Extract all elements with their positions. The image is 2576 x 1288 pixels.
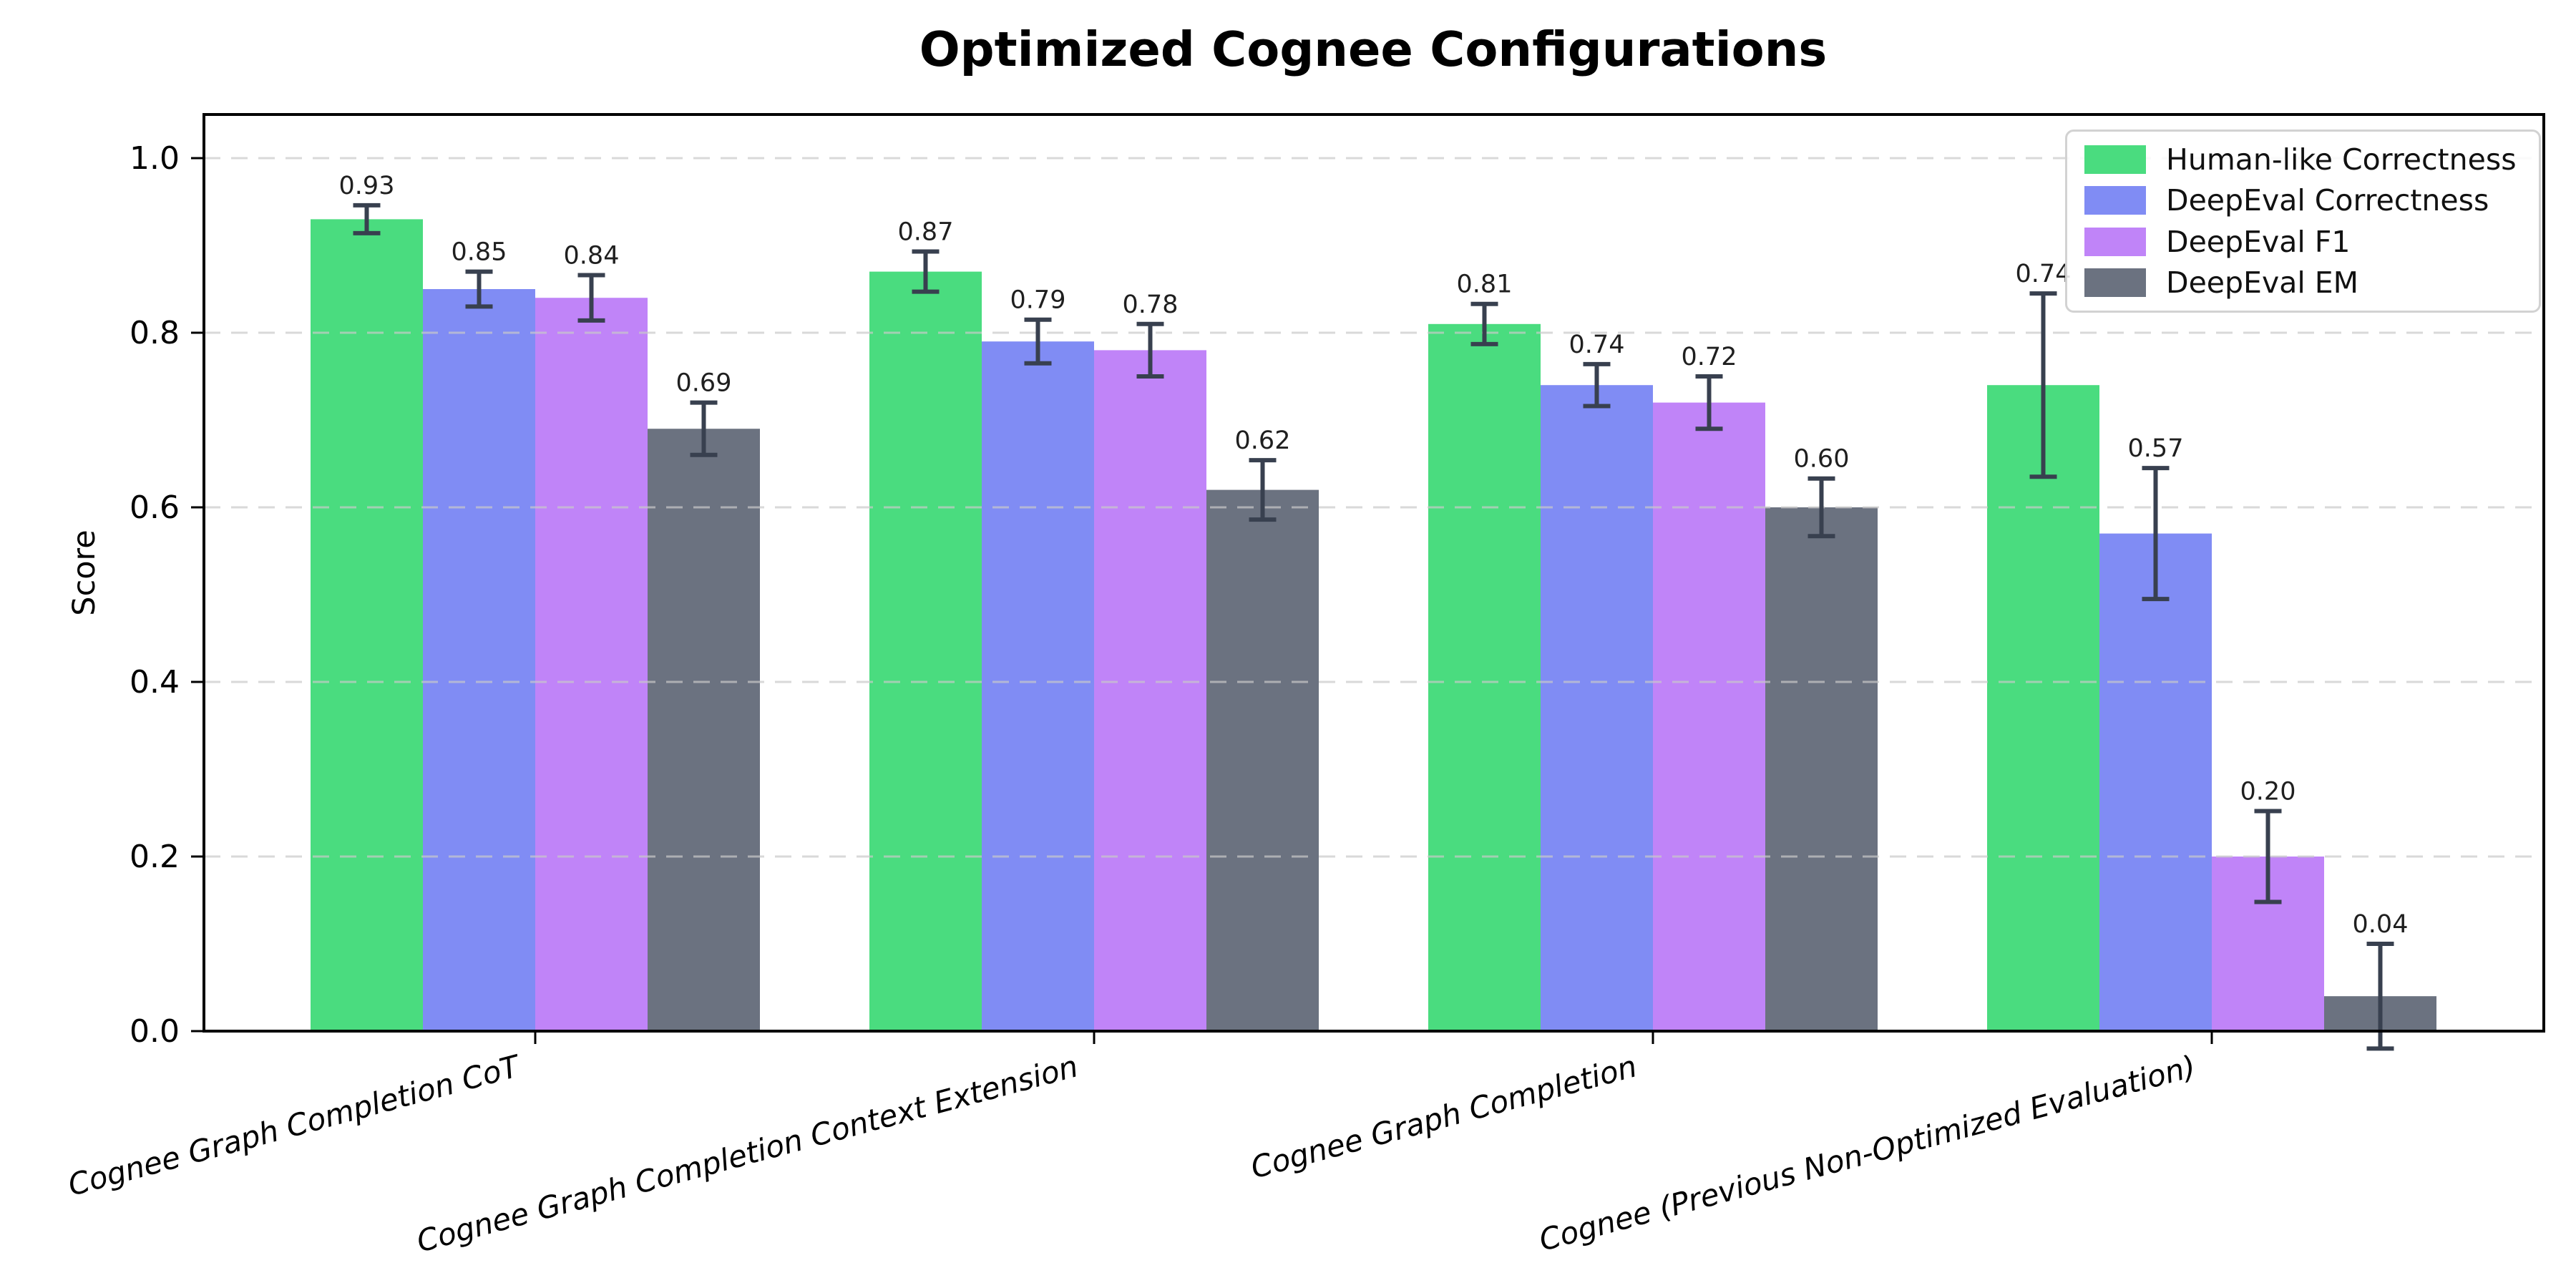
y-axis-label: Score <box>67 530 102 615</box>
legend-item: DeepEval Correctness <box>2084 183 2522 218</box>
chart-title: Optimized Cognee Configurations <box>919 21 1828 77</box>
bar-series0-group2 <box>1428 323 1541 1031</box>
bar-value-label: 0.93 <box>339 172 395 200</box>
bar-series2-group2 <box>1653 402 1765 1031</box>
bar-series1-group0 <box>423 289 535 1031</box>
bar-value-label: 0.72 <box>1682 343 1737 371</box>
legend-item: DeepEval EM <box>2084 265 2522 300</box>
bar-value-label: 0.04 <box>2353 910 2409 939</box>
bar-series1-group1 <box>982 341 1094 1031</box>
bar-value-label: 0.62 <box>1235 426 1291 455</box>
y-tick-label: 0.2 <box>130 839 180 875</box>
bar-value-label: 0.79 <box>1010 286 1066 315</box>
legend-item: Human-like Correctness <box>2084 142 2522 177</box>
bar-value-label: 0.85 <box>452 238 507 267</box>
bar-series1-group3 <box>2099 533 2212 1031</box>
bar-value-label: 0.87 <box>898 218 954 247</box>
legend-swatch-icon <box>2084 186 2146 215</box>
bar-value-label: 0.20 <box>2240 778 2296 806</box>
bar-series3-group1 <box>1206 489 1319 1031</box>
bar-value-label: 0.60 <box>1794 445 1850 474</box>
bar-value-label: 0.81 <box>1457 270 1513 299</box>
legend-swatch-icon <box>2084 145 2146 174</box>
legend-label: Human-like Correctness <box>2166 142 2517 177</box>
bar-series0-group3 <box>1987 385 2099 1031</box>
plot-border <box>203 113 2545 1033</box>
bar-series3-group0 <box>648 429 760 1031</box>
bar-value-label: 0.69 <box>676 369 732 398</box>
y-tick-label: 1.0 <box>130 140 180 177</box>
y-tick-label: 0.4 <box>130 664 180 701</box>
bar-series0-group0 <box>311 219 423 1031</box>
legend-swatch-icon <box>2084 227 2146 256</box>
x-tick-label: Cognee Graph Completion CoT <box>64 1048 525 1202</box>
bar-series1-group2 <box>1541 385 1653 1031</box>
bar-value-label: 0.74 <box>2016 260 2072 288</box>
y-tick-label: 0.6 <box>130 489 180 526</box>
bar-series2-group1 <box>1094 350 1206 1031</box>
x-tick-label: Cognee Graph Completion <box>1247 1048 1641 1185</box>
legend-label: DeepEval Correctness <box>2166 183 2489 218</box>
legend: Human-like Correctness DeepEval Correctne… <box>2065 130 2541 313</box>
bar-series2-group0 <box>535 298 648 1032</box>
y-tick-label: 0.8 <box>130 315 180 351</box>
legend-swatch-icon <box>2084 268 2146 298</box>
y-tick-label: 0.0 <box>130 1013 180 1050</box>
bar-series0-group1 <box>869 271 982 1032</box>
legend-label: DeepEval EM <box>2166 265 2359 301</box>
bar-value-label: 0.84 <box>564 241 620 270</box>
bar-value-label: 0.78 <box>1123 291 1179 319</box>
bar-value-label: 0.57 <box>2128 434 2184 463</box>
legend-label: DeepEval F1 <box>2166 224 2351 259</box>
bar-value-label: 0.74 <box>1569 331 1625 359</box>
bar-series3-group2 <box>1765 507 1878 1031</box>
legend-item: DeepEval F1 <box>2084 225 2522 259</box>
